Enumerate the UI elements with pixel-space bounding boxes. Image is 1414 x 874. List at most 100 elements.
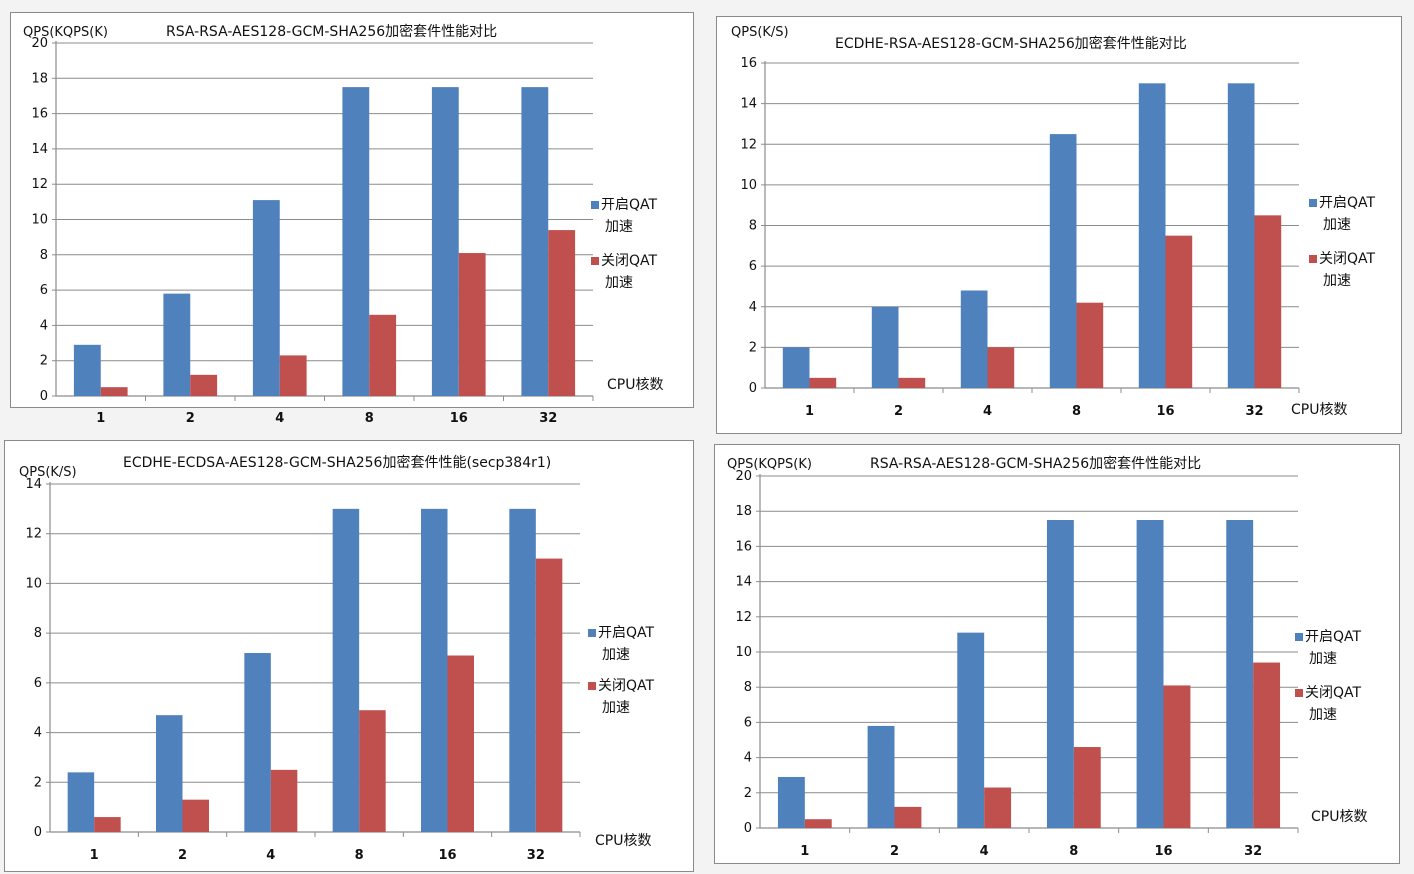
bar-qat-on bbox=[871, 306, 899, 388]
y-tick-label: 14 bbox=[25, 477, 42, 492]
bar-qat-on bbox=[1046, 520, 1074, 828]
legend-label: 关闭QAT 加速 bbox=[1319, 251, 1376, 289]
bar-qat-on bbox=[782, 347, 810, 388]
x-tick-label: 16 bbox=[1156, 404, 1174, 419]
bar-qat-on bbox=[332, 508, 360, 832]
x-tick-label: 1 bbox=[805, 404, 814, 419]
y-tick-label: 20 bbox=[31, 36, 48, 51]
chart-panel-1: 0 2 4 6 8 10 12 14 16 18 20 1 2 4 8 16 32 RSA-RSA-AES128-… bbox=[10, 12, 694, 426]
y-tick-label: 18 bbox=[735, 504, 752, 519]
y-tick-label: 4 bbox=[749, 300, 757, 315]
bar-qat-off bbox=[535, 558, 563, 832]
y-tick-label: 0 bbox=[744, 821, 752, 836]
bar-qat-off bbox=[1076, 302, 1104, 388]
x-axis-label: CPU核数 bbox=[595, 833, 651, 849]
chart-panel-2: 0 2 4 6 8 10 12 14 16 1 2 4 8 16 32 ECDHE-RSA-AES128-GC… bbox=[716, 16, 1402, 434]
legend-swatch bbox=[1309, 199, 1317, 207]
chart-title: RSA-RSA-AES128-GCM-SHA256加密套件性能对比 bbox=[166, 23, 497, 40]
bar-qat-on bbox=[67, 772, 95, 832]
y-tick-label: 6 bbox=[34, 676, 42, 691]
y-axis-label: QPS(K/S) bbox=[19, 465, 77, 480]
bar-qat-off bbox=[894, 806, 922, 828]
x-tick-label: 2 bbox=[894, 404, 903, 419]
x-tick-label: 32 bbox=[1245, 404, 1263, 419]
bar-qat-on bbox=[957, 632, 985, 828]
y-tick-label: 0 bbox=[749, 381, 757, 396]
bar-qat-on bbox=[73, 344, 101, 396]
x-tick-label: 8 bbox=[365, 411, 374, 426]
x-axis-label: CPU核数 bbox=[1311, 809, 1367, 825]
bar-qat-off bbox=[447, 655, 474, 832]
y-tick-label: 20 bbox=[735, 469, 752, 484]
x-tick-label: 8 bbox=[355, 848, 364, 863]
x-tick-label: 2 bbox=[178, 848, 187, 863]
bar-qat-off bbox=[359, 710, 386, 832]
bar-qat-on bbox=[960, 290, 988, 388]
chart-panel-4: 0 2 4 6 8 10 12 14 16 18 20 1 2 4 8 16 32 RSA-RSA-AES128-… bbox=[714, 444, 1400, 864]
bar-qat-off bbox=[1073, 747, 1101, 828]
y-tick-label: 18 bbox=[31, 71, 48, 86]
bar-qat-on bbox=[521, 87, 549, 396]
chart-title: RSA-RSA-AES128-GCM-SHA256加密套件性能对比 bbox=[870, 455, 1201, 472]
y-tick-label: 12 bbox=[735, 610, 752, 625]
bar-qat-off bbox=[94, 817, 121, 832]
y-tick-label: 2 bbox=[40, 354, 48, 369]
x-tick-label: 1 bbox=[800, 844, 809, 859]
bar-qat-off bbox=[1253, 662, 1281, 828]
x-tick-label: 16 bbox=[438, 848, 456, 863]
legend-swatch bbox=[591, 257, 599, 265]
x-axis-label: CPU核数 bbox=[1291, 402, 1347, 418]
legend-label: 开启QAT 加速 bbox=[1305, 629, 1362, 667]
bar-qat-on bbox=[867, 725, 895, 828]
legend-label: 关闭QAT 加速 bbox=[1305, 685, 1362, 723]
bar-qat-on bbox=[252, 200, 280, 396]
y-tick-label: 12 bbox=[740, 137, 757, 152]
bar-qat-off bbox=[458, 253, 486, 396]
x-tick-label: 32 bbox=[539, 411, 557, 426]
bar-qat-off bbox=[279, 355, 307, 396]
bar-qat-off bbox=[190, 374, 218, 396]
x-tick-label: 4 bbox=[275, 411, 284, 426]
y-tick-label: 14 bbox=[735, 575, 752, 590]
bar-qat-on bbox=[777, 776, 805, 828]
bar-qat-on bbox=[421, 508, 448, 832]
bar-qat-off bbox=[804, 819, 832, 828]
bar-qat-on bbox=[1136, 520, 1164, 828]
y-tick-label: 6 bbox=[744, 715, 752, 730]
x-tick-label: 2 bbox=[890, 844, 899, 859]
y-tick-label: 8 bbox=[40, 248, 48, 263]
bar-qat-off bbox=[369, 314, 397, 396]
y-tick-label: 16 bbox=[31, 107, 48, 122]
x-tick-label: 4 bbox=[266, 848, 275, 863]
chart-title: ECDHE-ECDSA-AES128-GCM-SHA256加密套件性能(secp… bbox=[123, 454, 551, 471]
y-tick-label: 8 bbox=[744, 680, 752, 695]
x-tick-label: 4 bbox=[983, 404, 992, 419]
x-tick-label: 8 bbox=[1069, 844, 1078, 859]
y-tick-label: 10 bbox=[25, 576, 42, 591]
y-tick-label: 8 bbox=[749, 219, 757, 234]
y-tick-label: 0 bbox=[40, 389, 48, 404]
legend-swatch bbox=[588, 682, 596, 690]
bar-qat-on bbox=[1227, 83, 1255, 388]
x-tick-label: 8 bbox=[1072, 404, 1081, 419]
bar-qat-off bbox=[1165, 235, 1193, 388]
y-tick-label: 14 bbox=[740, 97, 757, 112]
y-tick-label: 2 bbox=[749, 340, 757, 355]
y-tick-label: 6 bbox=[749, 259, 757, 274]
bar-qat-off bbox=[987, 347, 1015, 388]
y-axis-label: QPS(KQPS(K) bbox=[727, 457, 812, 472]
y-tick-label: 4 bbox=[40, 318, 48, 333]
y-tick-label: 4 bbox=[34, 726, 42, 741]
y-axis-label: QPS(K/S) bbox=[731, 25, 789, 40]
y-tick-label: 10 bbox=[31, 213, 48, 228]
bar-qat-off bbox=[898, 377, 926, 388]
bar-qat-off bbox=[100, 387, 128, 396]
bar-qat-on bbox=[1049, 134, 1077, 388]
bar-qat-off bbox=[1163, 685, 1191, 828]
bar-qat-on bbox=[509, 508, 536, 832]
chart-panel-3: 0 2 4 6 8 10 12 14 1 2 4 8 16 32 ECDHE-ECDSA-AES128-GC… bbox=[4, 440, 694, 872]
bar-qat-on bbox=[156, 715, 183, 832]
bar-qat-off bbox=[1254, 215, 1282, 388]
y-tick-label: 12 bbox=[31, 177, 48, 192]
